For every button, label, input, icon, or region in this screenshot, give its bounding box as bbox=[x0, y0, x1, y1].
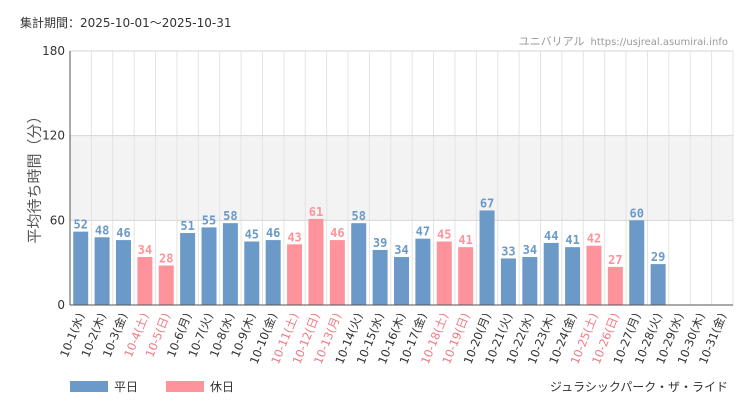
bar-value-label: 51 bbox=[180, 219, 194, 233]
bar-value-label: 28 bbox=[159, 251, 173, 265]
bar bbox=[415, 238, 431, 305]
bar bbox=[372, 249, 388, 305]
bar bbox=[458, 247, 474, 305]
bar-value-label: 45 bbox=[437, 228, 451, 242]
bar-value-label: 34 bbox=[394, 243, 408, 257]
bar-value-label: 42 bbox=[587, 232, 601, 246]
bar bbox=[287, 244, 303, 305]
bar bbox=[158, 265, 174, 305]
bar-value-label: 29 bbox=[651, 250, 665, 264]
bar-value-label: 46 bbox=[330, 226, 344, 240]
bar bbox=[73, 231, 89, 305]
bar bbox=[308, 218, 324, 305]
bar bbox=[351, 223, 367, 305]
bar bbox=[244, 241, 260, 305]
bar bbox=[565, 247, 581, 305]
bar-value-label: 55 bbox=[202, 213, 216, 227]
bar-value-label: 48 bbox=[95, 223, 109, 237]
site-credit: ユニバリアル https://usjreal.asumirai.info bbox=[519, 33, 728, 49]
bar-value-label: 41 bbox=[458, 233, 472, 247]
y-tick-label: 180 bbox=[42, 44, 65, 58]
legend-label-holiday: 休日 bbox=[210, 380, 235, 394]
bar bbox=[394, 257, 409, 305]
legend-swatch-holiday bbox=[166, 381, 205, 392]
ride-name: ジュラシックパーク・ザ・ライド bbox=[549, 380, 728, 394]
bar bbox=[543, 242, 559, 305]
bar bbox=[180, 233, 196, 305]
bar-value-label: 67 bbox=[480, 196, 494, 210]
bar-value-label: 34 bbox=[523, 243, 537, 257]
y-tick-label: 0 bbox=[57, 298, 65, 312]
bar bbox=[436, 241, 452, 305]
bar-value-label: 34 bbox=[138, 243, 152, 257]
bar bbox=[137, 257, 153, 305]
bar-value-label: 60 bbox=[630, 206, 644, 220]
y-tick-label: 120 bbox=[42, 129, 65, 143]
bar-value-label: 52 bbox=[73, 218, 87, 232]
bar bbox=[201, 227, 217, 305]
site-url[interactable]: https://usjreal.asumirai.info bbox=[590, 37, 728, 48]
shaded-band bbox=[70, 135, 733, 221]
bar bbox=[222, 223, 238, 305]
bar-value-label: 33 bbox=[501, 244, 515, 258]
bar-value-label: 27 bbox=[608, 253, 622, 267]
bar-value-label: 46 bbox=[266, 226, 280, 240]
y-tick-label: 60 bbox=[50, 213, 65, 227]
bar bbox=[265, 240, 281, 305]
legend-item-weekday: 平日 bbox=[70, 378, 138, 395]
bar-value-label: 44 bbox=[544, 229, 558, 243]
legend-label-weekday: 平日 bbox=[114, 380, 139, 394]
bar bbox=[500, 258, 516, 305]
bar-value-label: 61 bbox=[309, 205, 323, 219]
bar bbox=[329, 240, 345, 305]
bar-value-label: 58 bbox=[351, 209, 365, 223]
bar-value-label: 45 bbox=[245, 228, 259, 242]
bar-value-label: 39 bbox=[373, 236, 387, 250]
bar bbox=[629, 220, 645, 305]
bar bbox=[650, 264, 666, 305]
period-label: 集計期間：2025-10-01～2025-10-31 bbox=[20, 16, 232, 30]
bar bbox=[479, 210, 495, 305]
bar-value-label: 47 bbox=[416, 225, 430, 239]
bar bbox=[94, 237, 110, 305]
bar-value-label: 58 bbox=[223, 209, 237, 223]
legend-item-holiday: 休日 bbox=[166, 378, 234, 395]
legend-swatch-weekday bbox=[70, 381, 108, 392]
legend: 平日 休日 bbox=[70, 378, 234, 395]
bar-value-label: 43 bbox=[287, 230, 301, 244]
bar bbox=[586, 245, 602, 305]
bar-value-label: 46 bbox=[116, 226, 130, 240]
bar bbox=[522, 257, 538, 305]
bar bbox=[607, 266, 623, 305]
site-name: ユニバリアル bbox=[518, 35, 585, 48]
bar bbox=[115, 240, 131, 305]
bar-value-label: 41 bbox=[565, 233, 579, 247]
